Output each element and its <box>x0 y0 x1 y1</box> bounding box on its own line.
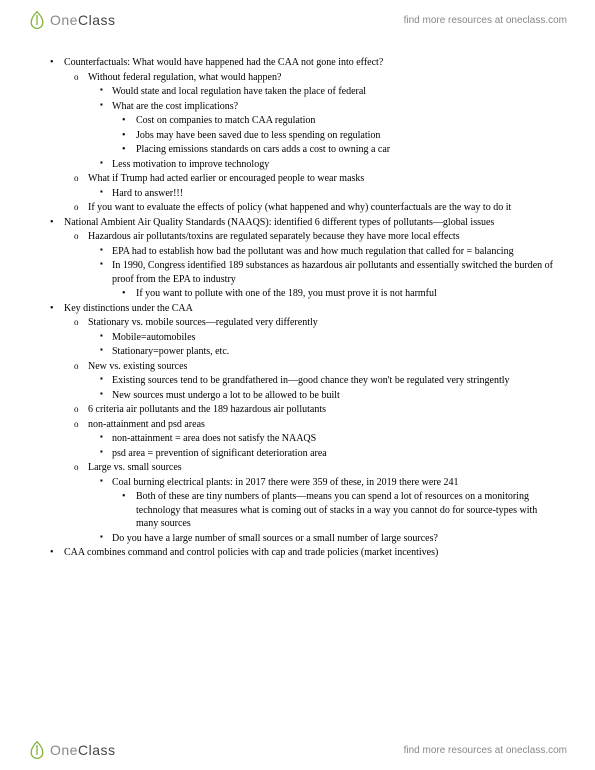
page-footer: OneClass find more resources at oneclass… <box>0 730 595 770</box>
note-item: Placing emissions standards on cars adds… <box>122 143 555 157</box>
note-item: New vs. existing sources <box>74 360 555 374</box>
note-item: EPA had to establish how bad the polluta… <box>98 245 555 259</box>
note-item: New sources must undergo a lot to be all… <box>98 389 555 403</box>
note-item: psd area = prevention of significant det… <box>98 447 555 461</box>
leaf-icon <box>28 10 46 30</box>
note-item: National Ambient Air Quality Standards (… <box>50 216 555 230</box>
note-item: Mobile=automobiles <box>98 331 555 345</box>
notes-content: Counterfactuals: What would have happene… <box>50 56 555 561</box>
note-item: Counterfactuals: What would have happene… <box>50 56 555 70</box>
page-header: OneClass find more resources at oneclass… <box>0 0 595 40</box>
brand-text-footer: OneClass <box>50 742 115 758</box>
note-item: If you want to evaluate the effects of p… <box>74 201 555 215</box>
note-item: Existing sources tend to be grandfathere… <box>98 374 555 388</box>
note-item: Both of these are tiny numbers of plants… <box>122 490 555 531</box>
note-item: In 1990, Congress identified 189 substan… <box>98 259 555 286</box>
note-item: non-attainment = area does not satisfy t… <box>98 432 555 446</box>
header-tagline: find more resources at oneclass.com <box>404 15 567 26</box>
footer-tagline: find more resources at oneclass.com <box>404 745 567 756</box>
note-item: Without federal regulation, what would h… <box>74 71 555 85</box>
note-item: Hazardous air pollutants/toxins are regu… <box>74 230 555 244</box>
brand-one: One <box>50 12 78 28</box>
note-item: Stationary=power plants, etc. <box>98 345 555 359</box>
note-item: If you want to pollute with one of the 1… <box>122 287 555 301</box>
brand-one-footer: One <box>50 742 78 758</box>
note-item: What if Trump had acted earlier or encou… <box>74 172 555 186</box>
brand-class-footer: Class <box>78 742 116 758</box>
note-item: Coal burning electrical plants: in 2017 … <box>98 476 555 490</box>
note-item: Stationary vs. mobile sources—regulated … <box>74 316 555 330</box>
notes-list: Counterfactuals: What would have happene… <box>50 56 555 560</box>
brand-text: OneClass <box>50 12 115 28</box>
note-item: What are the cost implications? <box>98 100 555 114</box>
brand-class: Class <box>78 12 116 28</box>
brand-logo: OneClass <box>28 10 115 30</box>
leaf-icon <box>28 740 46 760</box>
note-item: Jobs may have been saved due to less spe… <box>122 129 555 143</box>
note-item: Would state and local regulation have ta… <box>98 85 555 99</box>
note-item: Do you have a large number of small sour… <box>98 532 555 546</box>
note-item: Large vs. small sources <box>74 461 555 475</box>
note-item: Cost on companies to match CAA regulatio… <box>122 114 555 128</box>
note-item: non-attainment and psd areas <box>74 418 555 432</box>
note-item: Less motivation to improve technology <box>98 158 555 172</box>
note-item: Hard to answer!!! <box>98 187 555 201</box>
note-item: Key distinctions under the CAA <box>50 302 555 316</box>
note-item: CAA combines command and control policie… <box>50 546 555 560</box>
note-item: 6 criteria air pollutants and the 189 ha… <box>74 403 555 417</box>
brand-logo-footer: OneClass <box>28 740 115 760</box>
